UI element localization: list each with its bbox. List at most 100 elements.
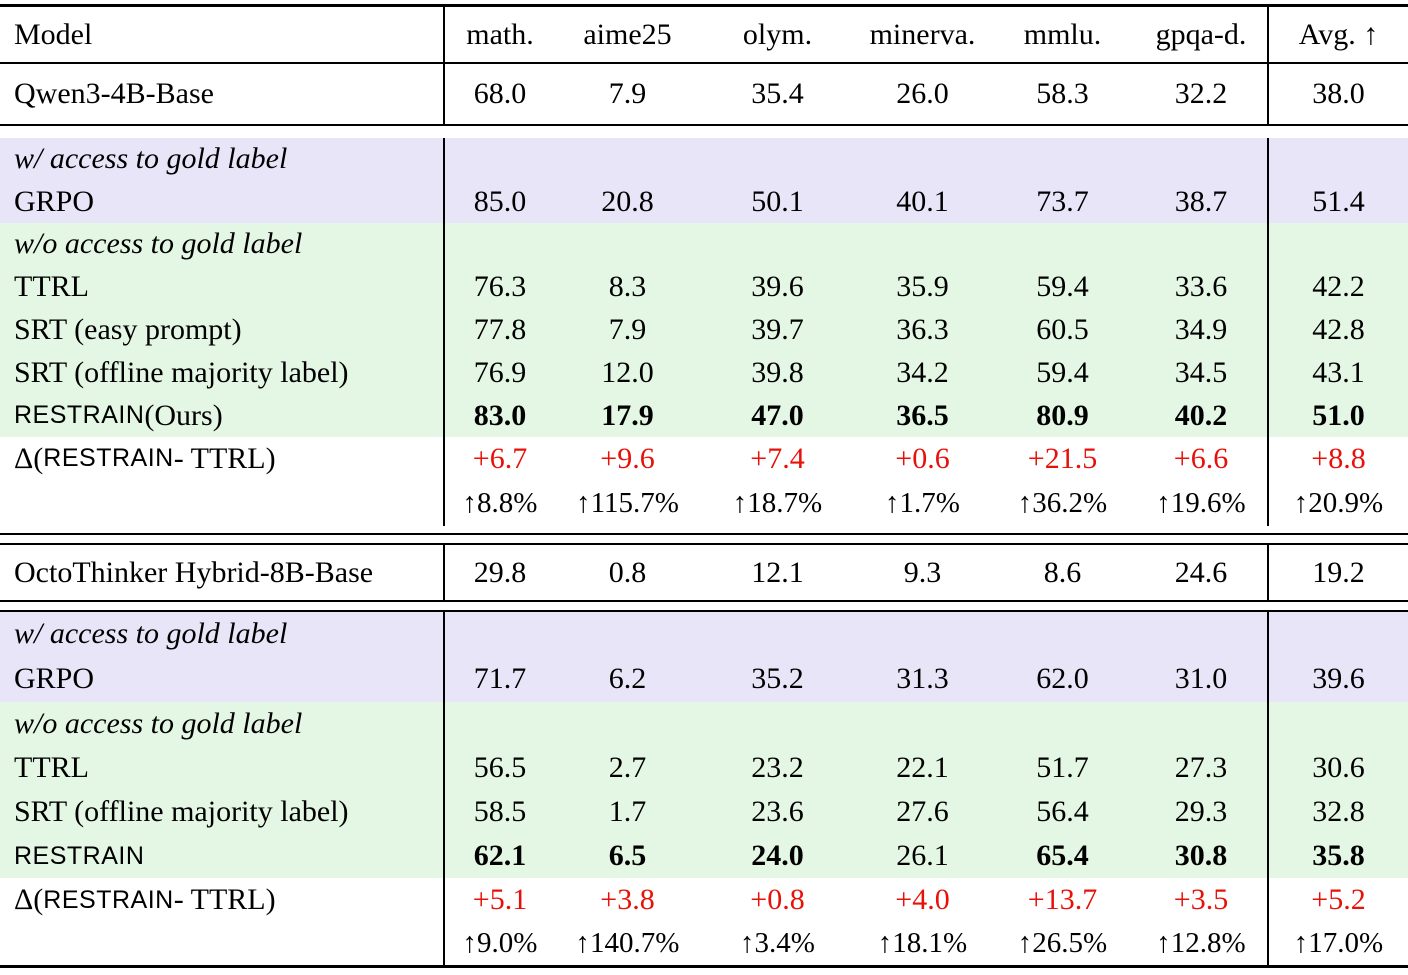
value-cell <box>1267 612 1408 656</box>
model-cell: OctoThinker Hybrid-8B-Base <box>14 555 374 589</box>
value-cell <box>555 702 700 746</box>
column-header: gpqa-d. <box>1155 17 1247 51</box>
method-row: TTRL 76.3 8.3 39.6 35.9 59.4 33.6 42.2 <box>0 265 1408 308</box>
value-cell: 35.8 <box>1267 834 1408 878</box>
value-cell: 77.8 <box>443 308 555 351</box>
value-cell: 26.0 <box>896 77 949 110</box>
value-cell: 30.8 <box>1174 839 1228 872</box>
spacer <box>0 602 1408 610</box>
value-cell: 59.4 <box>1036 269 1089 303</box>
method-name-restrain: RESTRAIN <box>14 401 145 429</box>
model-cell: TTRL <box>14 269 89 303</box>
value-cell: +13.7 <box>1027 883 1098 916</box>
value-cell: ↑8.8% <box>443 480 555 526</box>
value-cell: 6.2 <box>608 662 647 695</box>
model-cell: RESTRAIN <box>0 834 443 878</box>
value-cell: +5.2 <box>1267 878 1408 922</box>
value-cell: 34.2 <box>896 355 949 389</box>
value-cell: 36.3 <box>896 312 949 346</box>
value-cell <box>855 138 990 180</box>
method-name-restrain: RESTRAIN <box>43 885 174 914</box>
value-cell: +3.8 <box>600 883 655 916</box>
table-top-rule <box>0 4 1408 7</box>
section-label-row: w/o access to gold label <box>0 223 1408 265</box>
value-cell: 8.3 <box>608 269 647 303</box>
value-cell: 20.8 <box>601 184 654 218</box>
column-header: math. <box>443 7 555 62</box>
value-cell: 62.0 <box>1036 662 1089 695</box>
value-cell: 51.0 <box>1267 394 1408 437</box>
value-cell <box>1267 223 1408 265</box>
value-cell <box>700 138 855 180</box>
value-cell: 34.9 <box>1174 312 1228 346</box>
method-row: RESTRAIN (Ours) 83.0 17.9 47.0 36.5 80.9 40.2 5… <box>0 394 1408 437</box>
column-header-model: Model <box>14 17 93 51</box>
value-cell <box>443 138 555 180</box>
model-cell: Qwen3-4B-Base <box>14 77 214 110</box>
value-cell: 51.7 <box>1036 751 1089 784</box>
column-header: mmlu. <box>1023 17 1102 51</box>
model-cell: RESTRAIN (Ours) <box>14 398 223 432</box>
value-cell: ↑18.1% <box>877 927 968 959</box>
value-cell: 73.7 <box>1036 184 1089 218</box>
spacer <box>0 126 1408 138</box>
section-label-row: w/ access to gold label <box>0 138 1408 180</box>
section-label-row: w/o access to gold label <box>0 702 1408 746</box>
base-row-rule <box>0 600 1408 602</box>
model-cell: Δ(RESTRAIN - TTRL) <box>14 441 276 475</box>
section-rule <box>0 610 1408 612</box>
value-cell: ↑1.7% <box>885 486 960 519</box>
value-cell: ↑18.7% <box>732 486 823 519</box>
method-row: SRT (offline majority label) 76.9 12.0 39.8… <box>0 351 1408 394</box>
percent-gain-row: ↑8.8% ↑115.7% ↑18.7% ↑1.7% ↑36.2% ↑19.6% ↑20.9… <box>0 480 1408 526</box>
value-cell: 58.5 <box>443 790 555 834</box>
value-cell: 76.9 <box>443 351 555 394</box>
value-cell <box>990 612 1135 656</box>
value-cell: 36.5 <box>896 398 949 432</box>
value-cell: 80.9 <box>1036 398 1089 432</box>
model-cell: w/ access to gold label <box>14 617 288 650</box>
value-cell: +6.7 <box>443 437 555 480</box>
value-cell: 76.3 <box>443 265 555 308</box>
value-cell: 30.6 <box>1267 746 1408 790</box>
block-separator-rule <box>0 543 1408 545</box>
value-cell: 9.3 <box>903 555 942 589</box>
delta-row: Δ(RESTRAIN - TTRL) +5.1 +3.8 +0.8 +4.0 +13.7 +… <box>0 878 1408 922</box>
model-cell: TTRL <box>14 751 89 784</box>
value-cell: 85.0 <box>443 180 555 223</box>
value-cell: +4.0 <box>895 883 950 916</box>
value-cell: +0.8 <box>750 883 805 916</box>
model-cell <box>0 922 443 965</box>
value-cell: +6.6 <box>1173 441 1229 475</box>
value-cell: ↑3.4% <box>740 927 815 959</box>
value-cell <box>443 612 555 656</box>
percent-gain-row: ↑9.0% ↑140.7% ↑3.4% ↑18.1% ↑26.5% ↑12.8% ↑17.0… <box>0 922 1408 965</box>
value-cell <box>1135 223 1267 265</box>
value-cell <box>990 223 1135 265</box>
value-cell: 24.0 <box>751 839 804 872</box>
value-cell: ↑140.7% <box>575 927 680 959</box>
table-bottom-rule <box>0 965 1408 968</box>
model-cell <box>0 480 443 526</box>
value-cell: +21.5 <box>1027 441 1098 475</box>
base-row-rule <box>0 124 1408 126</box>
delta-row: Δ(RESTRAIN - TTRL) +6.7 +9.6 +7.4 +0.6 +21.5 +… <box>0 437 1408 480</box>
model-cell: w/o access to gold label <box>14 707 303 740</box>
value-cell: 38.7 <box>1174 184 1228 218</box>
value-cell: 65.4 <box>1036 839 1089 872</box>
value-cell: 22.1 <box>896 751 949 784</box>
value-cell: 29.8 <box>443 545 555 600</box>
value-cell <box>700 223 855 265</box>
header-rule <box>0 62 1408 64</box>
value-cell: 32.2 <box>1174 77 1228 110</box>
value-cell: 47.0 <box>751 398 804 432</box>
value-cell: ↑12.8% <box>1156 927 1246 959</box>
value-cell: 50.1 <box>751 184 804 218</box>
value-cell <box>1267 702 1408 746</box>
value-cell: ↑9.0% <box>443 922 555 965</box>
value-cell: 26.1 <box>896 839 949 872</box>
value-cell: +7.4 <box>750 441 805 475</box>
model-cell: SRT (easy prompt) <box>14 312 242 346</box>
header-row: Model math. aime25 olym. minerva. mmlu. gpqa-d… <box>0 7 1408 62</box>
